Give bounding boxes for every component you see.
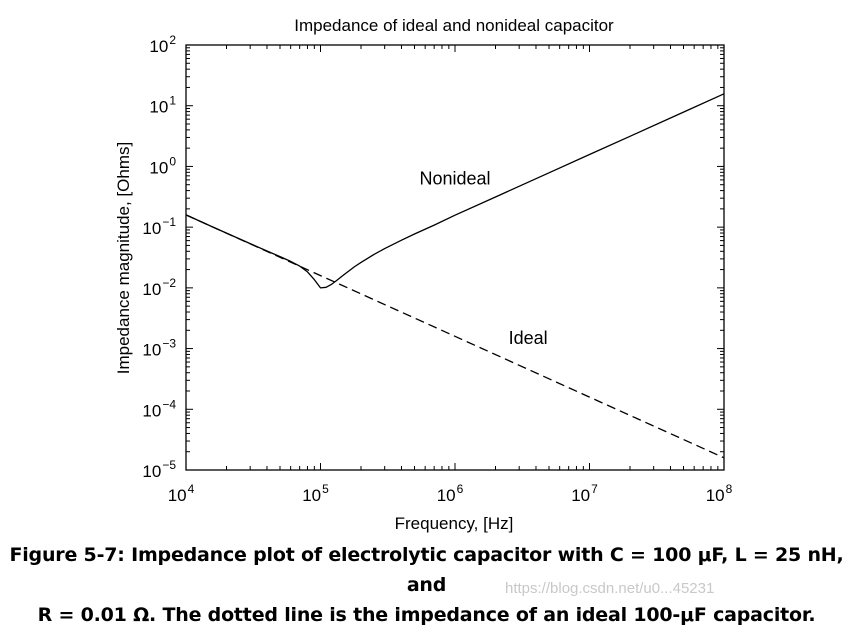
annotation-nonideal: Nonideal [419,169,490,189]
y-tick-label: 10−3 [142,337,176,360]
y-tick-label: 100 [149,154,176,177]
y-tick-label: 10−2 [142,276,176,299]
y-axis-label: Impedance magnitude, [Ohms] [114,142,133,374]
annotation-ideal: Ideal [509,328,548,348]
axis-ticks [185,44,725,471]
x-tick-label: 106 [437,482,464,505]
impedance-chart: Impedance of ideal and nonideal capacito… [114,16,733,533]
x-tick-label: 105 [302,482,329,505]
watermark-text: https://blog.csdn.net/u0...45231 [505,580,715,597]
chart-title: Impedance of ideal and nonideal capacito… [294,16,614,35]
y-tick-label: 101 [149,94,176,117]
x-tick-label: 104 [168,482,195,505]
series-ideal-line [185,214,725,459]
annotations: Nonideal Ideal [419,169,547,348]
plot-area-frame [185,44,725,471]
series-layer [185,93,725,459]
x-axis-label: Frequency, [Hz] [395,514,514,533]
figure-caption: Figure 5-7: Impedance plot of electrolyt… [0,540,853,630]
series-nonideal-line [185,93,725,289]
caption-line-2: R = 0.01 Ω. The dotted line is the imped… [37,604,816,626]
y-tick-label: 10−1 [142,215,176,238]
y-tick-labels: 10−5 10−4 10−3 10−2 10−1 100 101 102 [142,33,176,481]
y-tick-label: 10−5 [142,458,176,481]
y-tick-label: 10−4 [142,397,176,420]
x-tick-label: 108 [706,482,733,505]
x-tick-labels: 104 105 106 107 108 [168,482,733,505]
y-tick-label: 102 [149,33,176,56]
caption-line-1: Figure 5-7: Impedance plot of electrolyt… [9,544,844,596]
x-tick-label: 107 [571,482,598,505]
